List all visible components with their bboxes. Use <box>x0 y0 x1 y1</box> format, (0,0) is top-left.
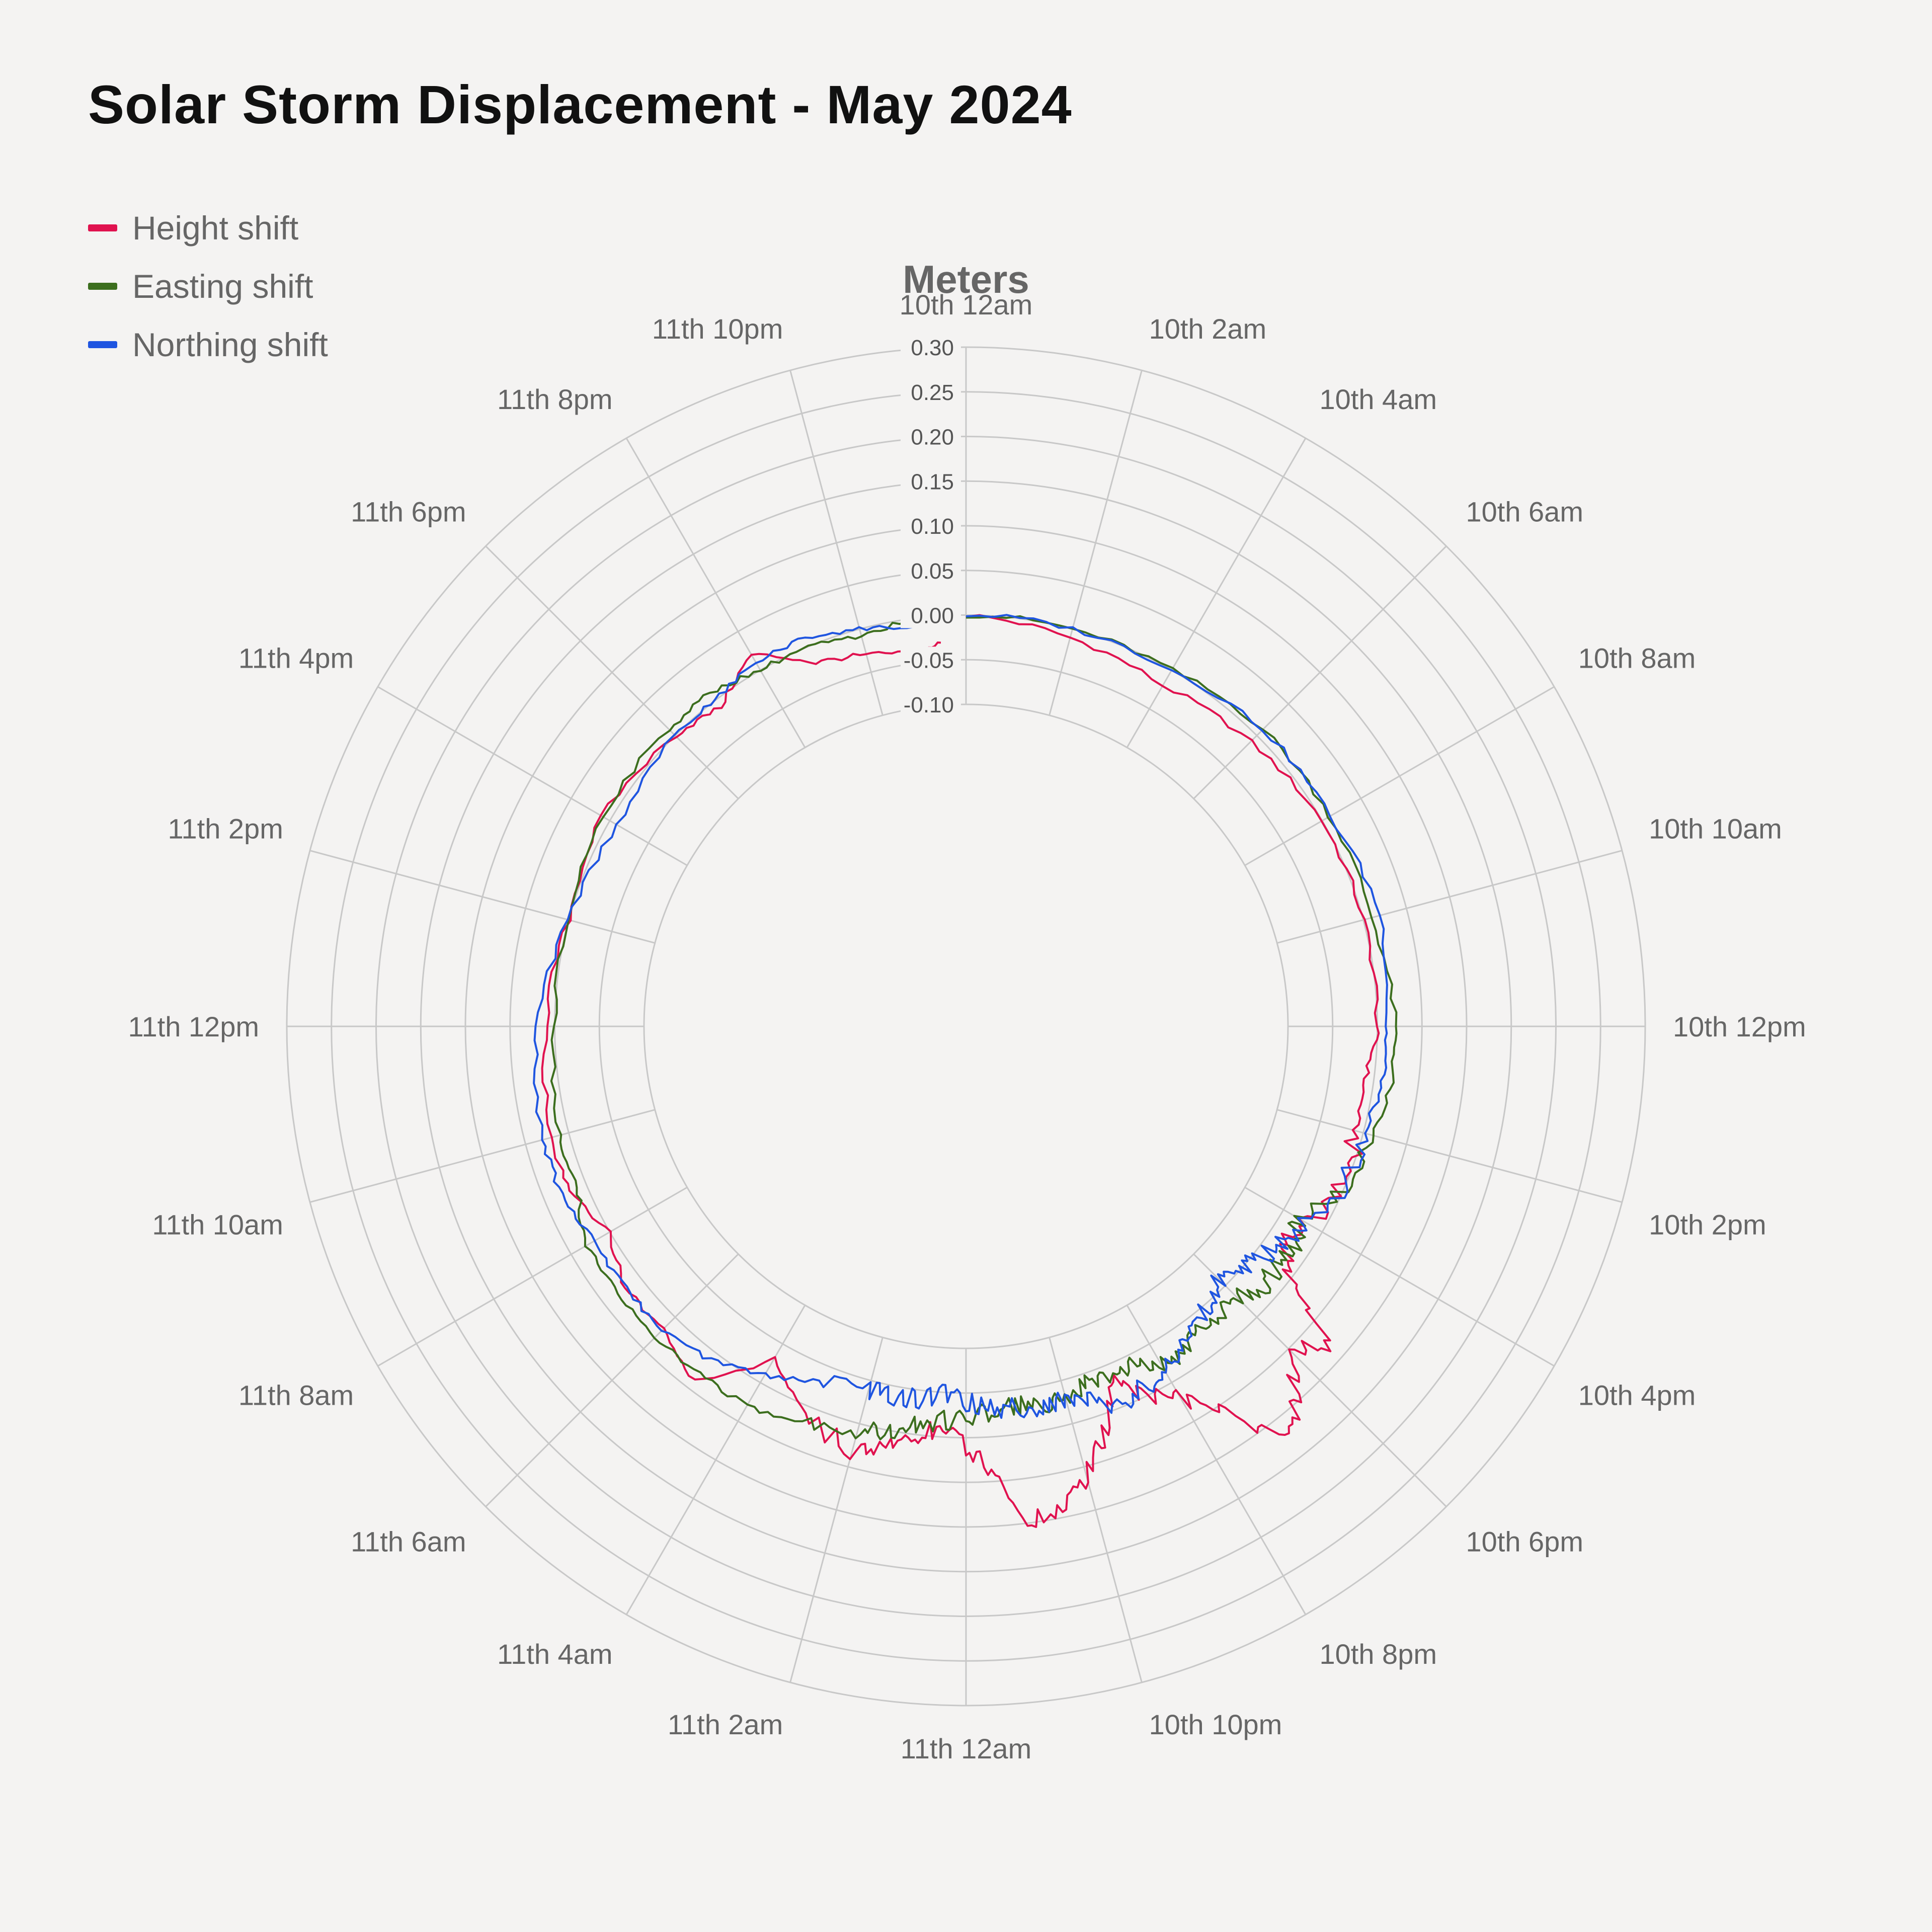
legend: Height shift Easting shift Northing shif… <box>88 199 328 374</box>
angular-gridline <box>309 1109 656 1203</box>
angular-tick-label: 10th 10am <box>1649 813 1782 844</box>
angular-gridline <box>309 850 656 944</box>
angular-tick-label: 11th 4pm <box>238 642 354 674</box>
angular-tick-label: 11th 8am <box>238 1380 354 1411</box>
radial-tick-bg <box>901 423 961 450</box>
angular-tick-label: 11th 12pm <box>128 1011 259 1042</box>
chart-title: Solar Storm Displacement - May 2024 <box>88 74 1072 135</box>
legend-item-northing[interactable]: Northing shift <box>88 315 328 374</box>
angular-tick-label: 10th 6am <box>1466 496 1583 528</box>
angular-tick-label: 11th 2pm <box>168 813 283 844</box>
angular-gridline <box>1193 1253 1447 1507</box>
legend-label-northing: Northing shift <box>132 326 328 363</box>
angular-gridline <box>1244 1186 1555 1367</box>
radial-tick-label: 0.25 <box>911 380 954 405</box>
legend-swatch-height <box>88 224 117 231</box>
angular-tick-label: 11th 6am <box>351 1525 466 1557</box>
angular-tick-label: 11th 12am <box>901 1733 1031 1764</box>
series-line-northing-shift <box>533 614 1388 1419</box>
grid <box>286 346 1646 1707</box>
angular-gridline <box>625 1305 806 1615</box>
radial-tick-bg <box>901 334 961 360</box>
legend-swatch-northing <box>88 341 117 348</box>
radial-tick-bg <box>901 557 961 584</box>
angular-gridline <box>1049 370 1143 716</box>
angular-tick-label: 10th 4pm <box>1578 1380 1696 1411</box>
radial-tick-label: 0.00 <box>911 604 954 628</box>
series-lines <box>533 605 1398 1528</box>
angular-gridline <box>377 1186 688 1367</box>
angular-tick-label: 10th 12am <box>900 289 1033 320</box>
radial-tick-label: 0.05 <box>911 559 954 584</box>
radial-tick-bg <box>901 602 961 628</box>
angular-gridline <box>1244 686 1555 866</box>
angular-tick-label: 10th 8pm <box>1320 1638 1437 1670</box>
radial-tick-bg <box>901 378 961 405</box>
radial-tick-label: 0.20 <box>911 425 954 450</box>
legend-item-easting[interactable]: Easting shift <box>88 257 328 315</box>
angular-tick-label: 10th 8am <box>1578 642 1696 674</box>
angular-gridline <box>625 438 806 748</box>
angular-tick-label: 11th 10am <box>152 1209 283 1241</box>
angular-tick-label: 10th 2pm <box>1649 1209 1766 1241</box>
angular-tick-label: 11th 10pm <box>652 313 783 345</box>
angular-gridline <box>1276 1109 1623 1203</box>
angular-gridline <box>789 1337 883 1683</box>
radial-axis-title: Meters <box>903 257 1029 301</box>
angular-tick-label: 11th 8pm <box>497 383 612 415</box>
radial-tick-bg <box>901 691 961 717</box>
angular-tick-label: 10th 2am <box>1149 313 1267 345</box>
radial-gridline <box>643 703 1289 1349</box>
angular-tick-label: 11th 4am <box>497 1638 612 1670</box>
angular-tick-label: 10th 10pm <box>1149 1709 1282 1740</box>
angular-tick-label: 11th 2am <box>668 1709 783 1740</box>
angular-gridline <box>1126 438 1307 748</box>
radial-tick-bg <box>901 647 961 673</box>
legend-label-easting: Easting shift <box>132 268 313 305</box>
radial-tick-bg <box>901 513 961 539</box>
radial-tick-label: 0.30 <box>911 336 954 360</box>
angular-gridline <box>485 1253 739 1507</box>
angular-tick-label: 10th 12pm <box>1673 1011 1806 1042</box>
radial-tick-label: -0.05 <box>904 648 954 673</box>
angular-gridline <box>1193 545 1447 799</box>
angular-gridline <box>1126 1305 1307 1615</box>
angular-tick-label: 10th 4am <box>1320 383 1437 415</box>
angular-gridline <box>1276 850 1623 944</box>
angular-gridline <box>1049 1337 1143 1683</box>
angular-gridline <box>789 370 883 716</box>
angular-gridline <box>485 545 739 799</box>
radial-tick-label: 0.15 <box>911 469 954 494</box>
angular-tick-label: 11th 6pm <box>351 496 466 528</box>
legend-item-height[interactable]: Height shift <box>88 199 328 257</box>
radial-tick-bg <box>901 468 961 495</box>
angular-gridline <box>377 686 688 866</box>
series-line-height-shift <box>541 614 1380 1528</box>
angular-tick-label: 10th 6pm <box>1466 1525 1583 1557</box>
legend-label-height: Height shift <box>132 209 299 247</box>
axis-labels: 0.30 0.25 0.20 0.15 0.10 0.05 0.00 -0.05 -0.10 10… <box>128 289 1806 1764</box>
radial-tick-label: -0.10 <box>904 693 954 717</box>
legend-swatch-easting <box>88 283 117 290</box>
radial-tick-label: 0.10 <box>911 514 954 539</box>
